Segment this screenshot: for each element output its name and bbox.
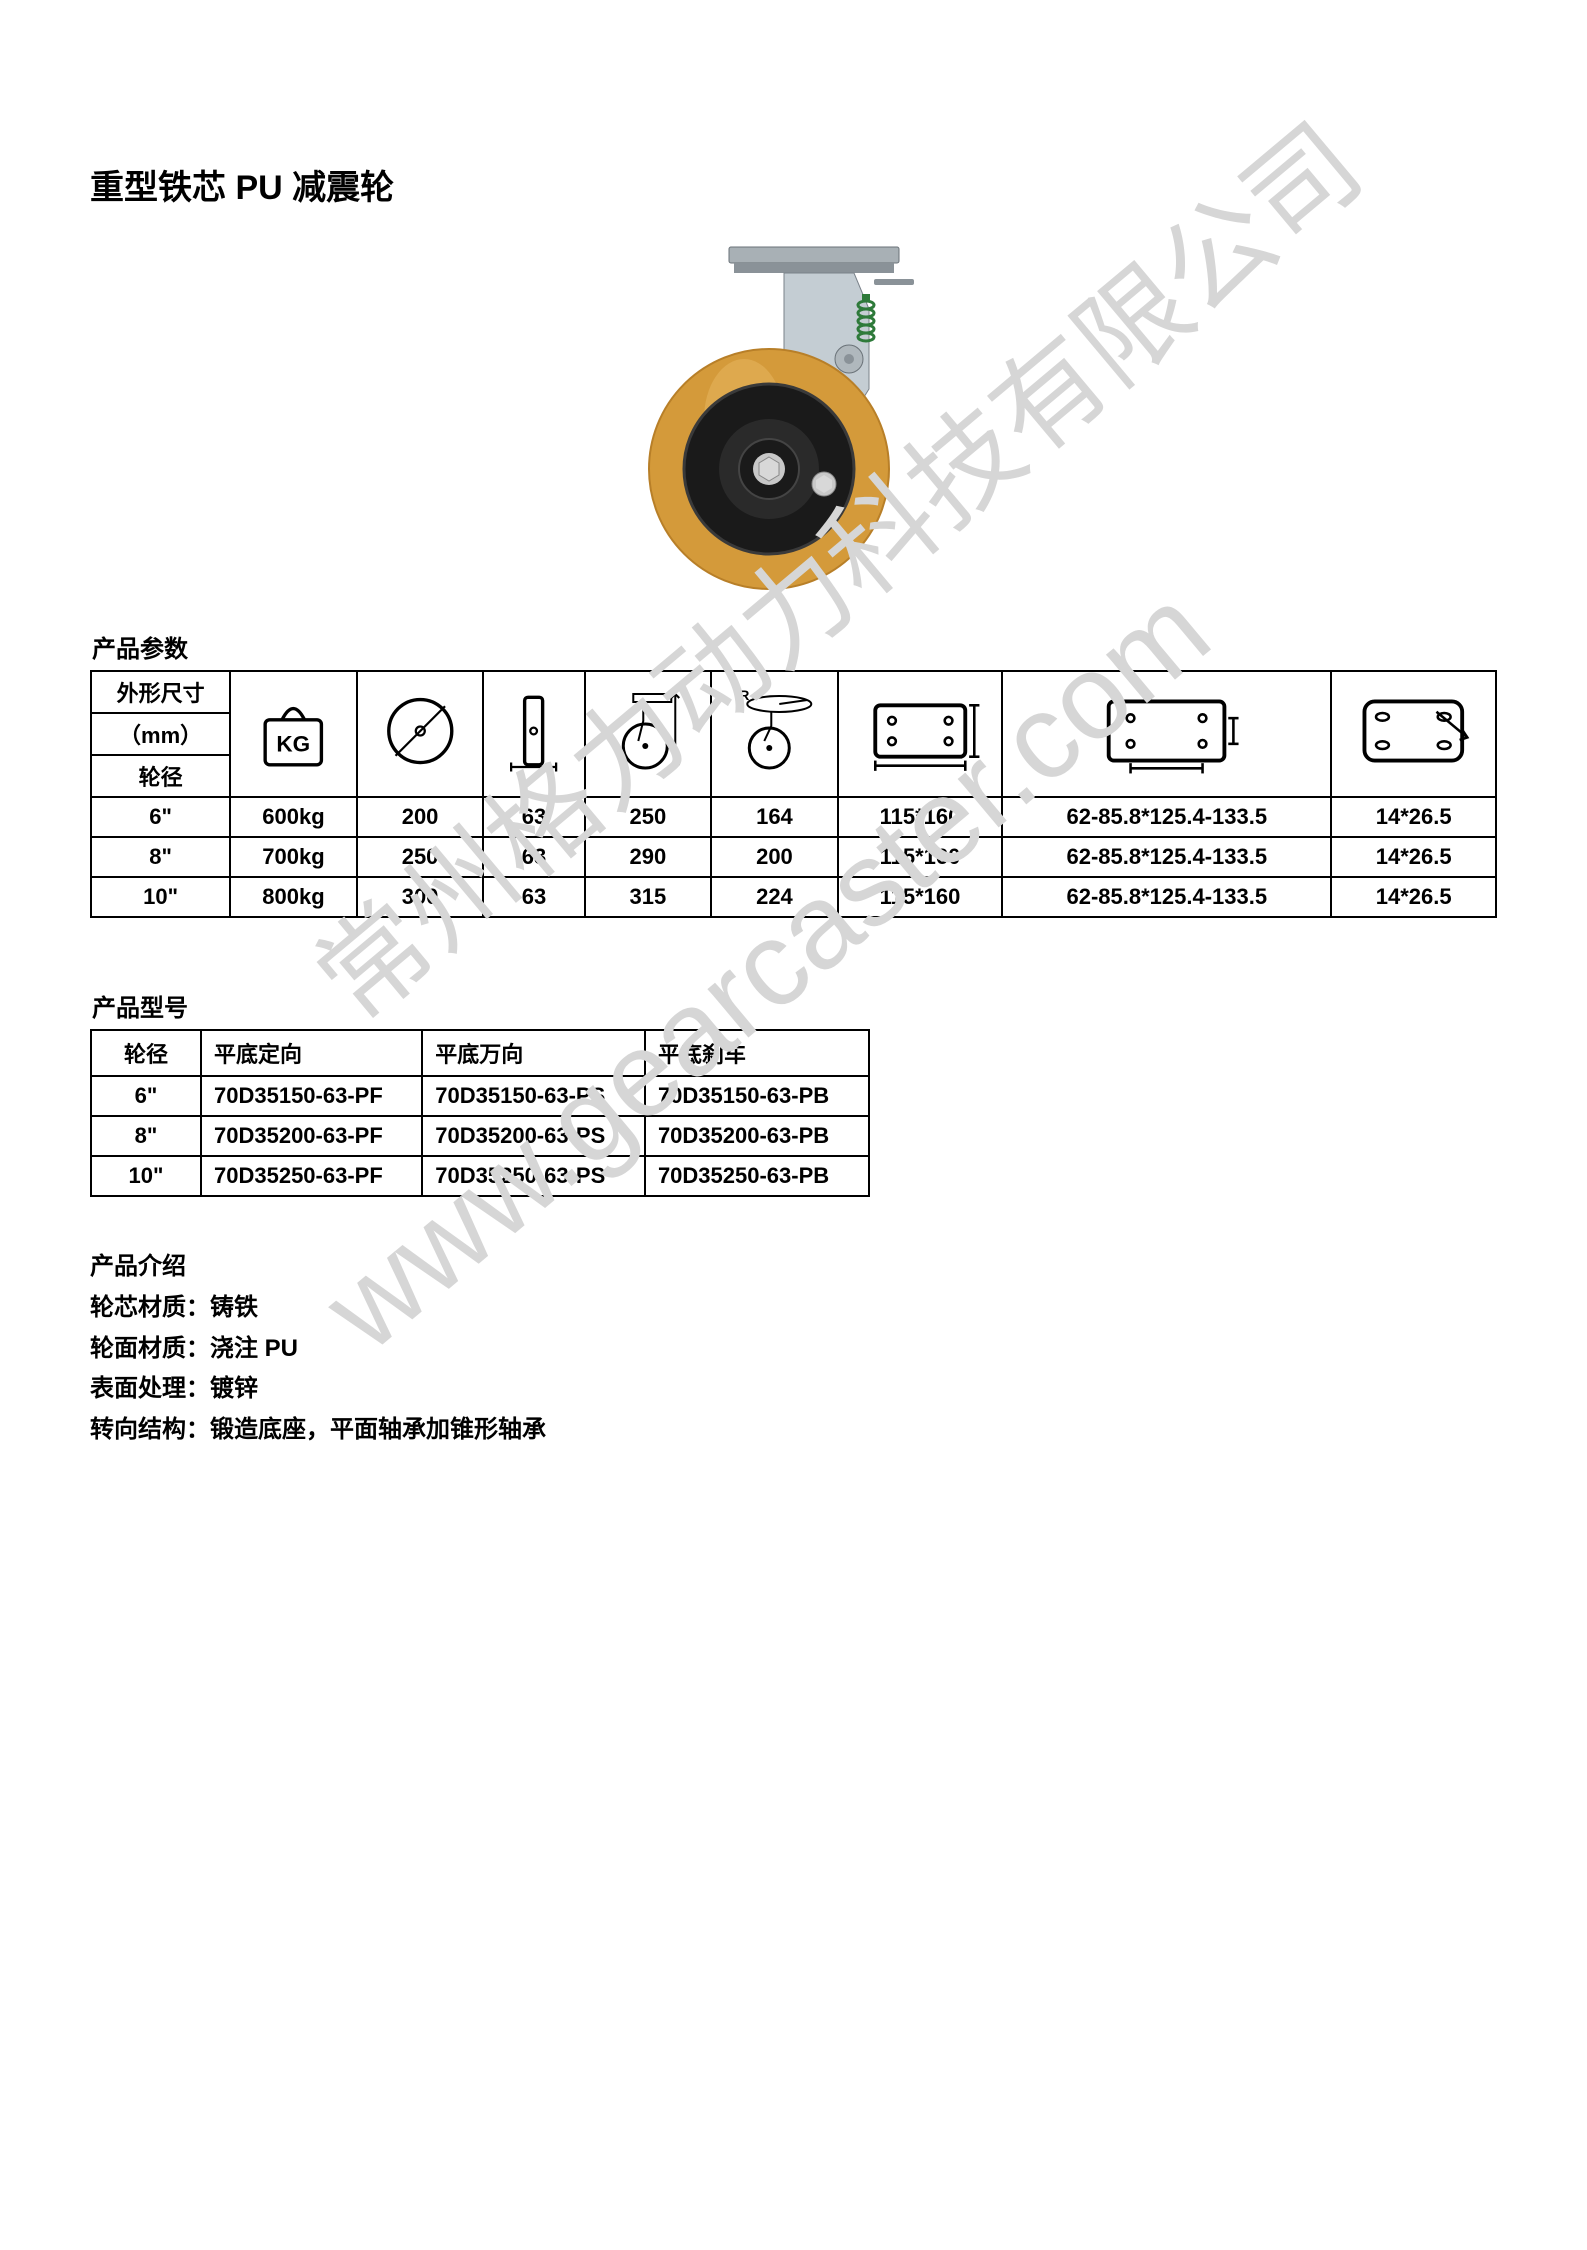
spec-h-bot: 轮径 [92, 756, 229, 796]
spring-icon [858, 294, 874, 341]
kg-icon: KG [230, 671, 357, 797]
specs-label: 产品参数 [92, 629, 1497, 664]
spec-h-top: 外形尺寸 [92, 672, 229, 714]
width-icon [483, 671, 584, 797]
height-icon [585, 671, 712, 797]
table-row: 8"700kg25063290200115*16062-85.8*125.4-1… [91, 837, 1496, 877]
table-row: 10"800kg30063315224115*16062-85.8*125.4-… [91, 877, 1496, 917]
product-image [90, 239, 1497, 599]
models-label: 产品型号 [92, 988, 1497, 1023]
svg-text:KG: KG [277, 731, 311, 756]
radius-icon: R [711, 671, 838, 797]
spec-h-mid: （mm） [92, 714, 229, 756]
diameter-icon [357, 671, 484, 797]
slot-icon [1331, 671, 1496, 797]
table-row: 6"70D35150-63-PF70D35150-63-PS70D35150-6… [91, 1076, 869, 1116]
spec-table: 外形尺寸 （mm） 轮径 KG R [90, 670, 1497, 918]
table-row: 10"70D35250-63-PF70D35250-63-PS70D35250-… [91, 1156, 869, 1196]
plate-outer-icon [838, 671, 1003, 797]
table-row: 8"70D35200-63-PF70D35200-63-PS70D35200-6… [91, 1116, 869, 1156]
plate-holes-icon [1002, 671, 1331, 797]
table-row: 6"600kg20063250164115*16062-85.8*125.4-1… [91, 797, 1496, 837]
page-title: 重型铁芯 PU 减震轮 [90, 160, 1497, 209]
models-table: 轮径 平底定向 平底万向 平底刹车 6"70D35150-63-PF70D351… [90, 1029, 870, 1197]
intro-label: 产品介绍 [90, 1247, 1497, 1288]
product-intro: 产品介绍 轮芯材质：铸铁 轮面材质：浇注 PU 表面处理：镀锌 转向结构：锻造底… [90, 1247, 1497, 1451]
svg-text:R: R [739, 687, 749, 703]
